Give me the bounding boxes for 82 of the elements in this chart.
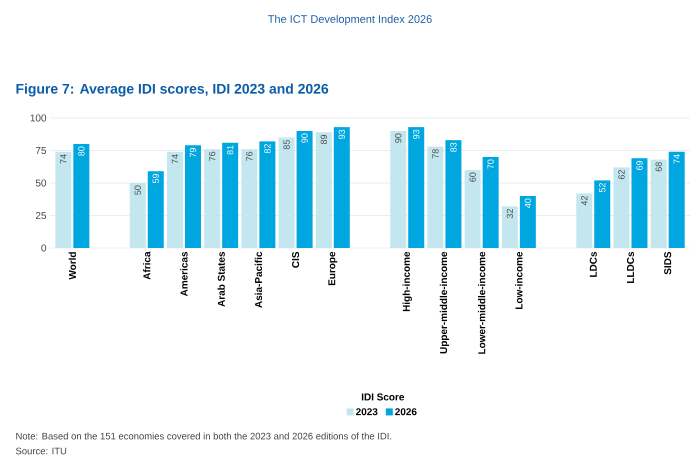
bar: [464, 170, 481, 248]
data-label: 60: [469, 172, 476, 182]
y-tick-label: 75: [36, 147, 46, 154]
bar: [259, 141, 276, 248]
x-tick-label: High-income: [402, 252, 412, 312]
bar: [55, 152, 72, 248]
x-tick-label: LDCs: [590, 252, 597, 277]
text: The ICT Development Index 2026: [268, 14, 432, 26]
data-label: 52: [599, 183, 606, 192]
bar: [594, 180, 610, 248]
data-label: 76: [246, 152, 253, 161]
x-tick-label: Asia-Pacific: [254, 252, 262, 308]
data-label: 90: [301, 134, 308, 143]
bar: [668, 152, 685, 248]
bar: [650, 160, 667, 248]
data-label: 80: [78, 146, 85, 156]
text: Note: Based on the 151 economies covered in both the 2023 and 2026 editions of the IDI.: [16, 432, 392, 440]
bar: [334, 127, 350, 248]
data-label: 70: [487, 160, 494, 169]
data-label: 68: [656, 162, 662, 172]
source-note: Source: ITU: [16, 448, 66, 454]
data-label: 89: [320, 134, 327, 144]
bar: [408, 127, 424, 248]
data-label: 74: [172, 154, 178, 164]
x-tick-label: Africa: [143, 251, 150, 280]
data-label: 82: [264, 144, 271, 154]
bar: [73, 144, 90, 248]
data-label: 76: [208, 152, 216, 161]
x-tick-label: SIDS: [664, 252, 672, 274]
x-tick-label: Americas: [180, 252, 188, 296]
y-tick-label: 25: [36, 212, 46, 220]
legend-title: IDI Score: [362, 393, 404, 400]
bar: [222, 142, 238, 248]
x-tick-label: World: [68, 252, 76, 280]
data-label: 85: [283, 140, 290, 150]
bar: [166, 152, 183, 248]
data-label: 74: [60, 154, 66, 164]
bar: [204, 149, 220, 248]
bar: [316, 132, 332, 248]
data-label: 32: [506, 209, 514, 218]
y-tick-label: 100: [30, 114, 46, 122]
bar: [278, 137, 295, 248]
bar: [241, 149, 258, 248]
y-tick-label: 0: [41, 244, 46, 252]
bar: [445, 140, 462, 248]
y-tick-label: 50: [36, 179, 46, 187]
data-label: 90: [395, 134, 402, 143]
bar: [148, 171, 164, 248]
data-label: 78: [432, 149, 439, 158]
data-label: 42: [581, 196, 588, 206]
data-label: 93: [338, 130, 345, 139]
bar: [502, 206, 518, 248]
data-label: 83: [450, 142, 457, 152]
bar: [390, 130, 406, 248]
data-label: 93: [413, 130, 420, 139]
x-tick-label: Lower-middle-income: [478, 252, 486, 354]
data-label: 59: [152, 174, 159, 184]
bar: [576, 193, 592, 248]
data-label: 40: [524, 198, 532, 208]
x-tick-label: CIS: [292, 252, 300, 268]
bar: [482, 157, 499, 248]
chart-title: Figure 7: Average IDI scores, IDI 2023 and 2026: [16, 83, 328, 97]
bar: [520, 196, 536, 248]
data-label: 69: [636, 160, 643, 170]
legend-label: 2026: [395, 408, 417, 416]
legend-label: 2023: [356, 408, 378, 416]
data-label: 50: [134, 186, 141, 195]
x-tick-label: LLDCs: [626, 252, 634, 283]
data-label: 79: [190, 148, 196, 158]
x-tick-label: Low-income: [515, 252, 522, 309]
bar: [184, 145, 201, 248]
bar: [296, 130, 313, 248]
bar: [613, 167, 630, 248]
x-tick-label: Europe: [328, 252, 338, 286]
bar: [427, 146, 444, 248]
x-tick-label: Upper-middle-income: [440, 252, 450, 354]
bar: [130, 183, 146, 248]
data-label: 81: [226, 145, 234, 154]
x-tick-label: Arab States: [218, 252, 225, 307]
data-label: 62: [618, 170, 625, 180]
data-label: 74: [674, 154, 680, 164]
bar: [631, 158, 648, 248]
